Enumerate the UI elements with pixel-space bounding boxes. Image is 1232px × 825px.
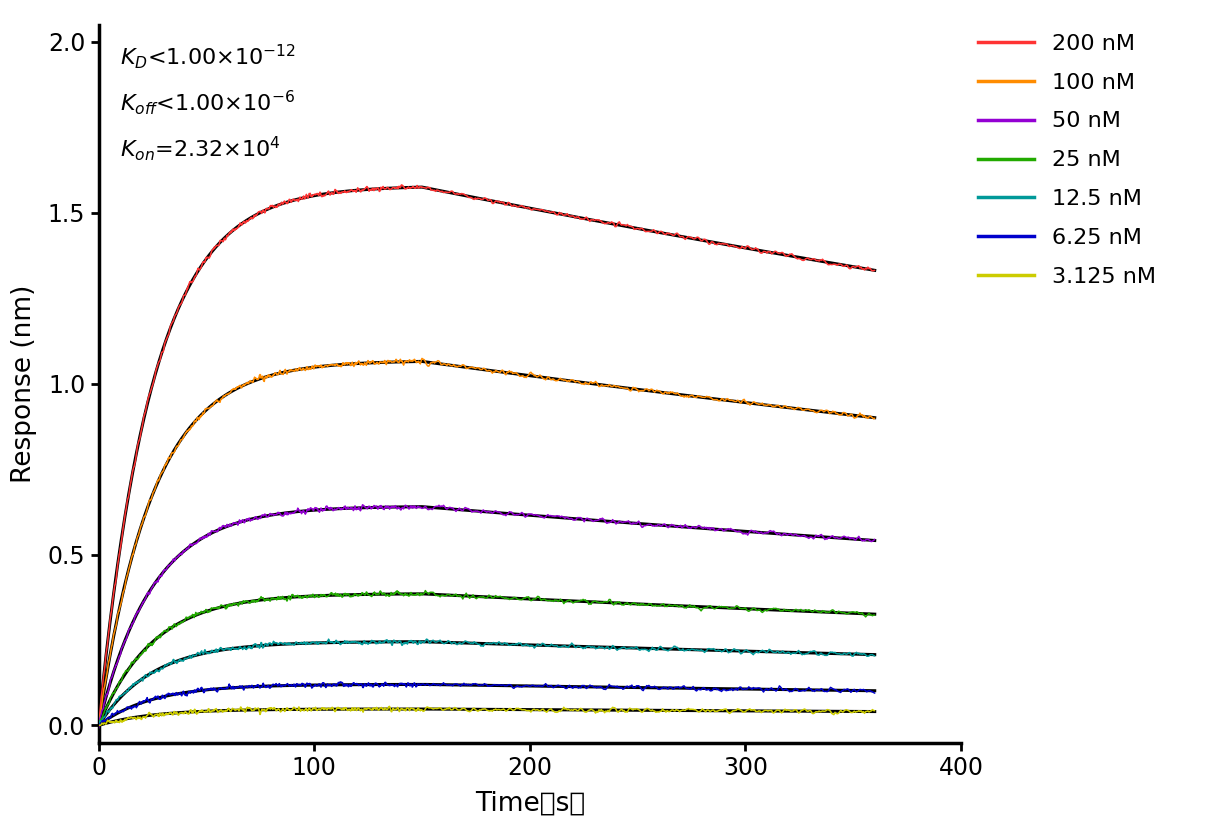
Y-axis label: Response (nm): Response (nm) (11, 285, 37, 483)
Legend: 200 nM, 100 nM, 50 nM, 25 nM, 12.5 nM, 6.25 nM, 3.125 nM: 200 nM, 100 nM, 50 nM, 25 nM, 12.5 nM, 6… (970, 25, 1164, 296)
Text: $K_D$<1.00×10$^{-12}$
$K_{off}$<1.00×10$^{-6}$
$K_{on}$=2.32×10$^{4}$: $K_D$<1.00×10$^{-12}$ $K_{off}$<1.00×10$… (121, 43, 296, 163)
X-axis label: Time（s）: Time（s） (474, 791, 585, 817)
